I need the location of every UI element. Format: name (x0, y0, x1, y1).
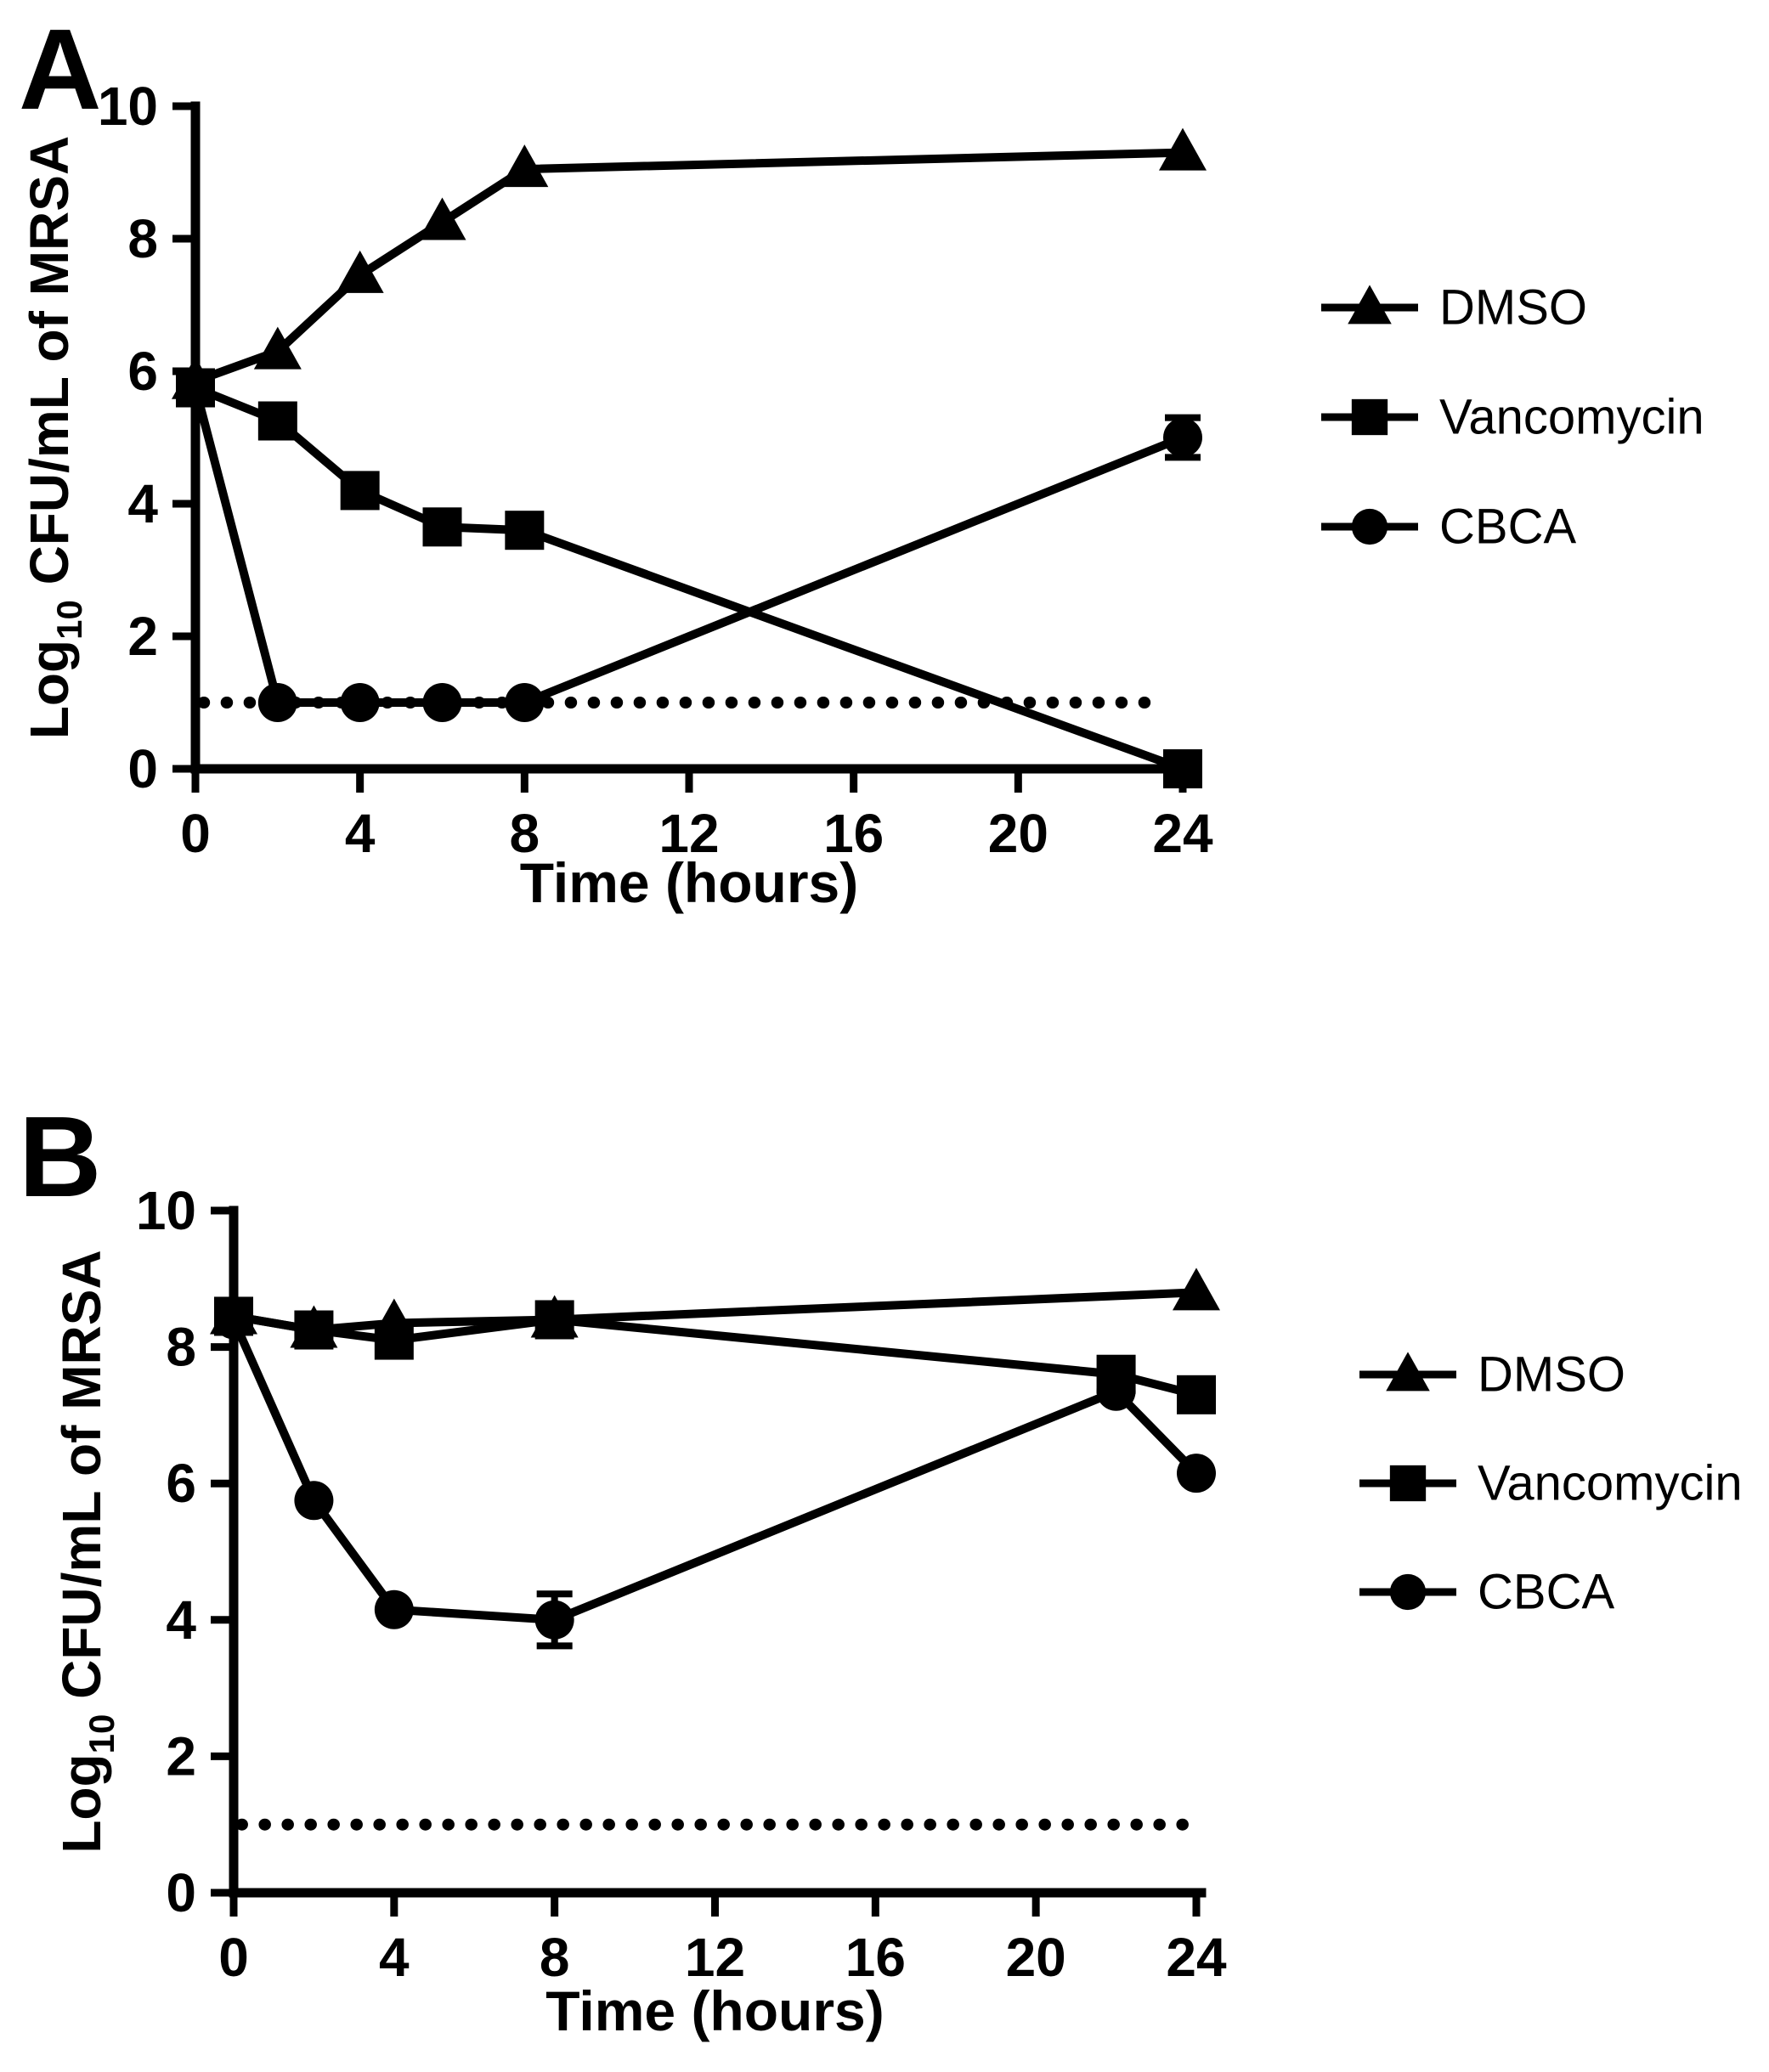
y-tick-label: 10 (136, 1180, 196, 1241)
y-tick-label: 2 (127, 606, 158, 667)
y-tick-label: 0 (166, 1862, 196, 1923)
x-axis-title: Time (hours) (545, 1979, 884, 2042)
vancomycin-marker (1177, 1375, 1216, 1414)
y-tick-label: 6 (166, 1453, 196, 1514)
dmso-legend-marker-icon (1348, 285, 1392, 325)
legend-label: DMSO (1439, 280, 1587, 336)
legend-label: DMSO (1478, 1347, 1625, 1403)
panel-label: B (19, 1092, 102, 1221)
x-axis-title: Time (hours) (520, 851, 858, 914)
dmso-marker (1159, 127, 1207, 171)
vancomycin-marker (505, 511, 545, 550)
legend-item-dmso: DMSO (1359, 1347, 1625, 1403)
cbca-marker (340, 683, 380, 722)
x-tick-label: 16 (845, 1927, 906, 1988)
x-tick-label: 8 (540, 1927, 570, 1988)
x-tick-label: 0 (180, 803, 211, 864)
legend-label: CBCA (1478, 1565, 1614, 1620)
x-tick-label: 20 (1006, 1927, 1066, 1988)
cbca-marker (214, 1300, 253, 1340)
cbca-marker (505, 683, 545, 722)
cbca-marker (294, 1481, 334, 1521)
legend-item-cbca: CBCA (1321, 500, 1576, 555)
cbca-marker (176, 368, 215, 408)
cbca-marker (422, 683, 462, 722)
y-tick-label: 10 (98, 76, 158, 137)
x-tick-label: 4 (345, 803, 376, 864)
legend-item-vancomycin: Vancomycin (1321, 390, 1704, 445)
y-tick-label: 8 (127, 208, 158, 269)
legend-item-cbca: CBCA (1359, 1565, 1614, 1620)
legend-item-dmso: DMSO (1321, 280, 1587, 336)
x-tick-label: 16 (823, 803, 884, 864)
cbca-marker (1163, 418, 1202, 457)
y-tick-label: 6 (127, 341, 158, 402)
y-axis-title: Log10 CFU/mL of MRSA (51, 1250, 122, 1853)
cbca-legend-marker-icon (1389, 1573, 1427, 1611)
x-tick-label: 24 (1166, 1927, 1227, 1988)
vancomycin-marker (294, 1310, 334, 1350)
panel-label: A (19, 5, 102, 133)
dmso-marker (500, 144, 549, 188)
vancomycin-marker (534, 1300, 574, 1340)
x-tick-label: 24 (1152, 803, 1213, 864)
vancomycin-marker (422, 507, 462, 547)
legend-item-vancomycin: Vancomycin (1359, 1456, 1743, 1511)
cbca-marker (374, 1589, 414, 1629)
dmso-line (194, 148, 1184, 386)
vancomycin-legend-marker-icon (1351, 398, 1388, 436)
cbca-marker (534, 1600, 574, 1640)
legend-label: Vancomycin (1478, 1456, 1743, 1511)
x-tick-label: 12 (685, 1927, 745, 1988)
y-tick-label: 0 (127, 738, 158, 799)
dmso-marker (1173, 1267, 1220, 1311)
cbca-legend-marker-icon (1351, 508, 1388, 545)
legend-label: CBCA (1439, 500, 1576, 555)
x-tick-label: 0 (218, 1927, 249, 1988)
y-tick-label: 4 (166, 1589, 196, 1651)
cbca-line (191, 387, 1184, 707)
y-tick-label: 8 (166, 1317, 196, 1378)
vancomycin-marker (340, 471, 380, 511)
x-tick-label: 4 (379, 1927, 410, 1988)
vancomycin-marker (374, 1320, 414, 1360)
x-tick-label: 8 (510, 803, 540, 864)
cbca-marker (1096, 1371, 1136, 1411)
dmso-legend-marker-icon (1386, 1352, 1430, 1392)
vancomycin-marker (1163, 749, 1202, 788)
x-tick-label: 20 (988, 803, 1048, 864)
vancomycin-legend-marker-icon (1389, 1465, 1427, 1502)
y-tick-label: 4 (127, 473, 158, 534)
x-tick-label: 12 (658, 803, 719, 864)
y-axis-title: Log10 CFU/mL of MRSA (19, 136, 89, 739)
dmso-marker (418, 197, 466, 240)
legend-label: Vancomycin (1439, 390, 1704, 445)
y-tick-label: 2 (166, 1725, 196, 1787)
vancomycin-marker (257, 401, 297, 441)
dmso-marker (253, 326, 302, 370)
cbca-marker (257, 683, 297, 722)
dmso-marker (336, 250, 384, 293)
cbca-marker (1177, 1454, 1216, 1493)
